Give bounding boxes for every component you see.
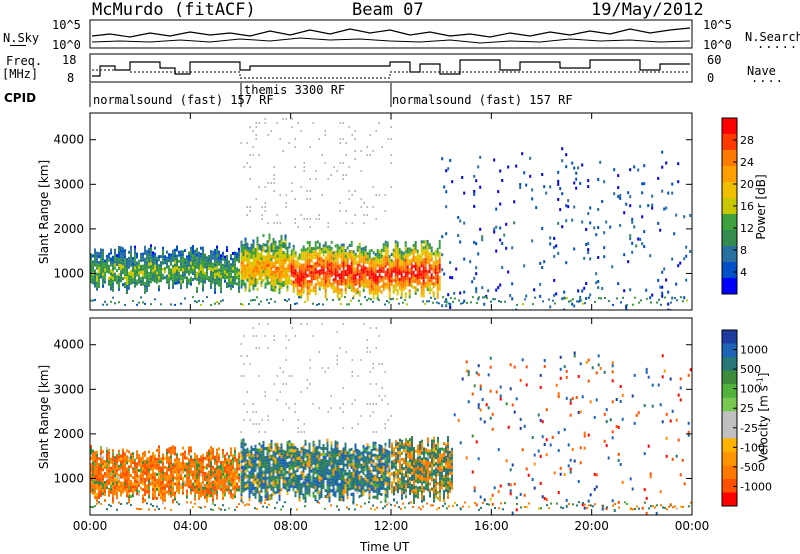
colorbar-tick-label: 4 xyxy=(740,266,747,279)
colorbar-swatch xyxy=(722,343,737,358)
station-title: McMurdo (fitACF) xyxy=(92,0,256,20)
velocity-colorbar-label: Velocity [m s-1] xyxy=(755,372,771,463)
freq-tick-high: 18 xyxy=(62,53,77,67)
colorbar-tick-label: 20 xyxy=(740,178,754,191)
cpid-segment-2: themis 3300 RF xyxy=(244,83,346,97)
y-tick-label: 4000 xyxy=(53,338,84,352)
cpid-segment-3: normalsound (fast) 157 RF xyxy=(392,93,573,107)
x-tick-label: 00:00 xyxy=(73,519,108,533)
nsearch-label: N.Search xyxy=(745,30,800,44)
y-tick-label: 3000 xyxy=(53,382,84,396)
colorbar-swatch xyxy=(722,246,737,263)
colorbar-swatch xyxy=(722,411,737,426)
y-tick-label: 4000 xyxy=(53,133,84,147)
colorbar-swatch xyxy=(722,278,737,295)
nsky-label: N.Sky xyxy=(3,31,40,45)
colorbar-swatch xyxy=(722,397,737,412)
colorbar-frame xyxy=(721,329,738,507)
freq-tick-low: 8 xyxy=(67,71,75,85)
y-tick-label: 3000 xyxy=(53,177,84,191)
colorbar-swatch xyxy=(722,424,737,439)
power-colorbar-label: Power [dB] xyxy=(754,174,768,240)
colorbar-swatch xyxy=(722,370,737,385)
colorbar-tick-label: 28 xyxy=(740,134,754,147)
colorbar-tick-label: 12 xyxy=(740,222,754,235)
nave-tick-high: 60 xyxy=(707,53,722,67)
x-tick-label: 20:00 xyxy=(574,519,609,533)
cpid-label: CPID xyxy=(4,91,37,105)
date-title: 19/May/2012 xyxy=(591,0,704,20)
colorbar-swatch xyxy=(722,465,737,480)
power-echoes xyxy=(90,118,692,310)
nave-trace xyxy=(92,69,690,79)
freq-panel xyxy=(89,53,693,83)
colorbar-swatch xyxy=(722,198,737,215)
colorbar-swatch xyxy=(722,330,737,344)
freq-trace xyxy=(92,59,690,77)
y-tick-label: 2000 xyxy=(53,222,84,236)
x-tick-label: 12:00 xyxy=(374,519,409,533)
y-tick-label: 2000 xyxy=(53,427,84,441)
colorbar-swatch xyxy=(722,492,737,507)
beam-title: Beam 07 xyxy=(352,0,424,20)
nave-tick-low: 0 xyxy=(707,71,715,85)
velocity-ylabel: Slant Range [km] xyxy=(37,364,51,470)
cpid-segment-1: normalsound (fast) 157 RF xyxy=(93,93,274,107)
colorbar-swatch xyxy=(722,118,737,135)
x-tick-label: 08:00 xyxy=(273,519,308,533)
nsearch-tick-low: 10^0 xyxy=(703,38,732,52)
colorbar-swatch xyxy=(722,214,737,231)
colorbar-tick-label: 25 xyxy=(740,402,754,415)
nsky-tick-high: 10^5 xyxy=(52,18,81,32)
nave-dots-icon: .... xyxy=(751,71,784,85)
freq-unit: [MHz] xyxy=(2,67,39,81)
x-tick-label: 16:00 xyxy=(474,519,509,533)
y-tick-label: 1000 xyxy=(53,471,84,485)
power-colorbar: 28 24 20 16 12 8 4 xyxy=(721,117,754,295)
colorbar-tick-label: 1000 xyxy=(740,344,768,357)
colorbar-swatch xyxy=(722,262,737,279)
nsky-line-icon xyxy=(10,45,26,46)
colorbar-swatch xyxy=(722,230,737,247)
x-tick-label: 00:00 xyxy=(675,519,710,533)
colorbar-tick-label: -100 xyxy=(740,441,765,454)
colorbar-swatch xyxy=(722,166,737,183)
y-tick-label: 1000 xyxy=(53,266,84,280)
colorbar-swatch xyxy=(722,384,737,399)
velocity-colorbar: 1000 500 100 25 -25 -100 -500 -1000 xyxy=(721,329,772,507)
colorbar-tick-label: 24 xyxy=(740,156,754,169)
colorbar-tick-label: 8 xyxy=(740,244,747,257)
colorbar-swatch xyxy=(722,451,737,466)
power-ylabel: Slant Range [km] xyxy=(37,159,51,265)
colorbar-tick-label: 16 xyxy=(740,200,754,213)
nsearch-tick-high: 10^5 xyxy=(703,18,732,32)
colorbar-swatch xyxy=(722,182,737,199)
colorbar-tick-label: 100 xyxy=(740,383,761,396)
colorbar-swatch xyxy=(722,478,737,493)
nsky-trace xyxy=(91,27,691,38)
freq-label: Freq. xyxy=(6,54,43,68)
x-tick-label: 04:00 xyxy=(173,519,208,533)
colorbar-tick-label: -25 xyxy=(740,422,758,435)
nsky-panel xyxy=(89,19,693,49)
colorbar-tick-label: 500 xyxy=(740,363,761,376)
x-axis-label: Time UT xyxy=(360,540,410,554)
nsearch-trace xyxy=(91,37,691,44)
colorbar-tick-label: -500 xyxy=(740,461,765,474)
colorbar-swatch xyxy=(722,150,737,167)
colorbar-tick-label: -1000 xyxy=(740,480,772,493)
nsky-tick-low: 10^0 xyxy=(52,38,81,52)
colorbar-swatch xyxy=(722,438,737,453)
nave-label: Nave xyxy=(747,64,776,78)
colorbar-swatch xyxy=(722,134,737,151)
nsearch-dots-icon: ....... xyxy=(757,37,800,51)
velocity-echoes xyxy=(90,323,692,515)
colorbar-swatch xyxy=(722,357,737,372)
